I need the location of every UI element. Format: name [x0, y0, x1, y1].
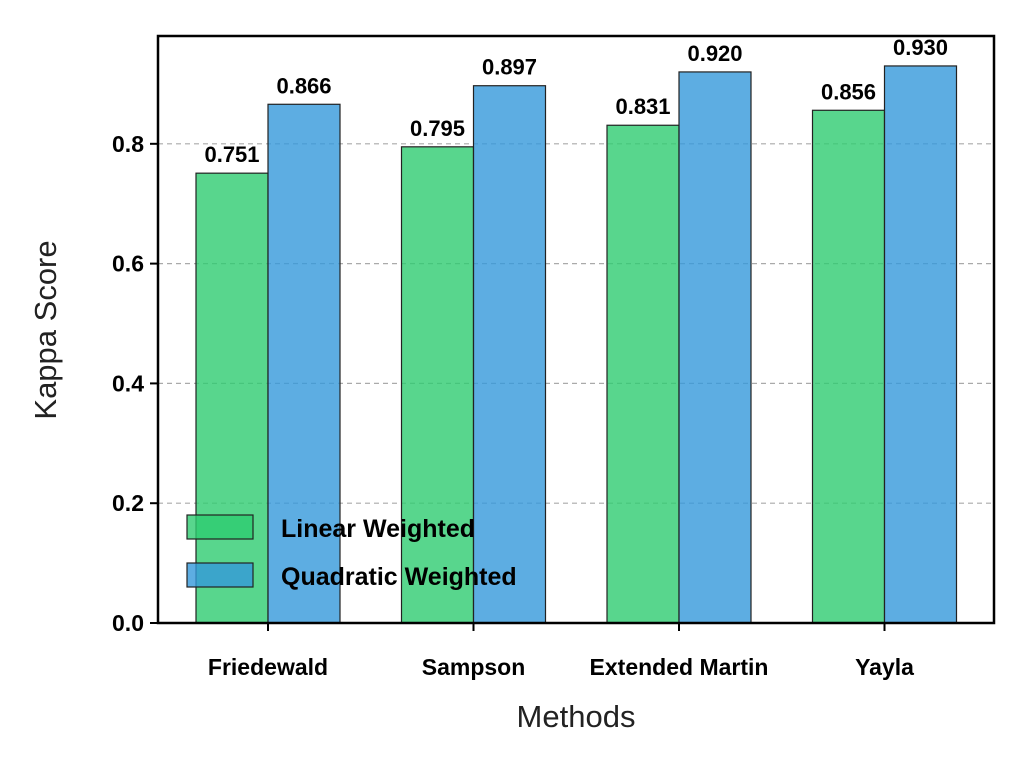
x-tick-label: Sampson: [422, 654, 526, 680]
y-axis-ticks: 0.0 0.2 0.4 0.6 0.8: [112, 131, 158, 636]
bar-value-label: 0.795: [410, 116, 465, 141]
y-tick-label: 0.4: [112, 370, 144, 396]
bar: [472, 85, 547, 624]
bar: [883, 65, 958, 624]
bar: [267, 103, 341, 624]
x-tick-label: Friedewald: [208, 654, 328, 680]
bar-value-label: 0.897: [482, 55, 537, 80]
x-tick-label: Extended Martin: [590, 654, 769, 680]
bar: [678, 71, 752, 624]
x-axis-ticks: Friedewald Sampson Extended Martin Yayla: [208, 623, 914, 680]
bars: [195, 65, 958, 624]
legend: Linear Weighted Quadratic Weighted: [186, 514, 517, 591]
x-tick-label: Yayla: [855, 654, 914, 680]
x-axis-title: Methods: [517, 699, 636, 734]
bar-value-label: 0.751: [204, 142, 259, 167]
bar-value-label: 0.920: [687, 41, 742, 66]
bar-value-label: 0.856: [821, 79, 876, 104]
y-tick-label: 0.0: [112, 610, 144, 636]
legend-swatch-quadratic: [186, 562, 254, 588]
legend-swatch-linear: [186, 514, 254, 540]
y-tick-label: 0.2: [112, 490, 144, 516]
bar: [400, 146, 475, 624]
y-tick-label: 0.8: [112, 131, 144, 157]
y-axis-title: Kappa Score: [28, 240, 63, 419]
legend-label-quadratic: Quadratic Weighted: [281, 563, 517, 591]
bar-value-label: 0.831: [615, 94, 670, 119]
y-tick-label: 0.6: [112, 251, 144, 277]
plot-frame: [156, 34, 996, 625]
bar: [811, 109, 886, 624]
bar: [606, 124, 680, 624]
bar-value-label: 0.930: [893, 35, 948, 60]
bar: [195, 172, 269, 624]
legend-label-linear: Linear Weighted: [281, 515, 475, 543]
bar-value-label: 0.866: [276, 73, 331, 98]
data-labels: 0.751 0.866 0.795 0.897 0.831 0.920 0.856 0.930: [204, 35, 948, 167]
